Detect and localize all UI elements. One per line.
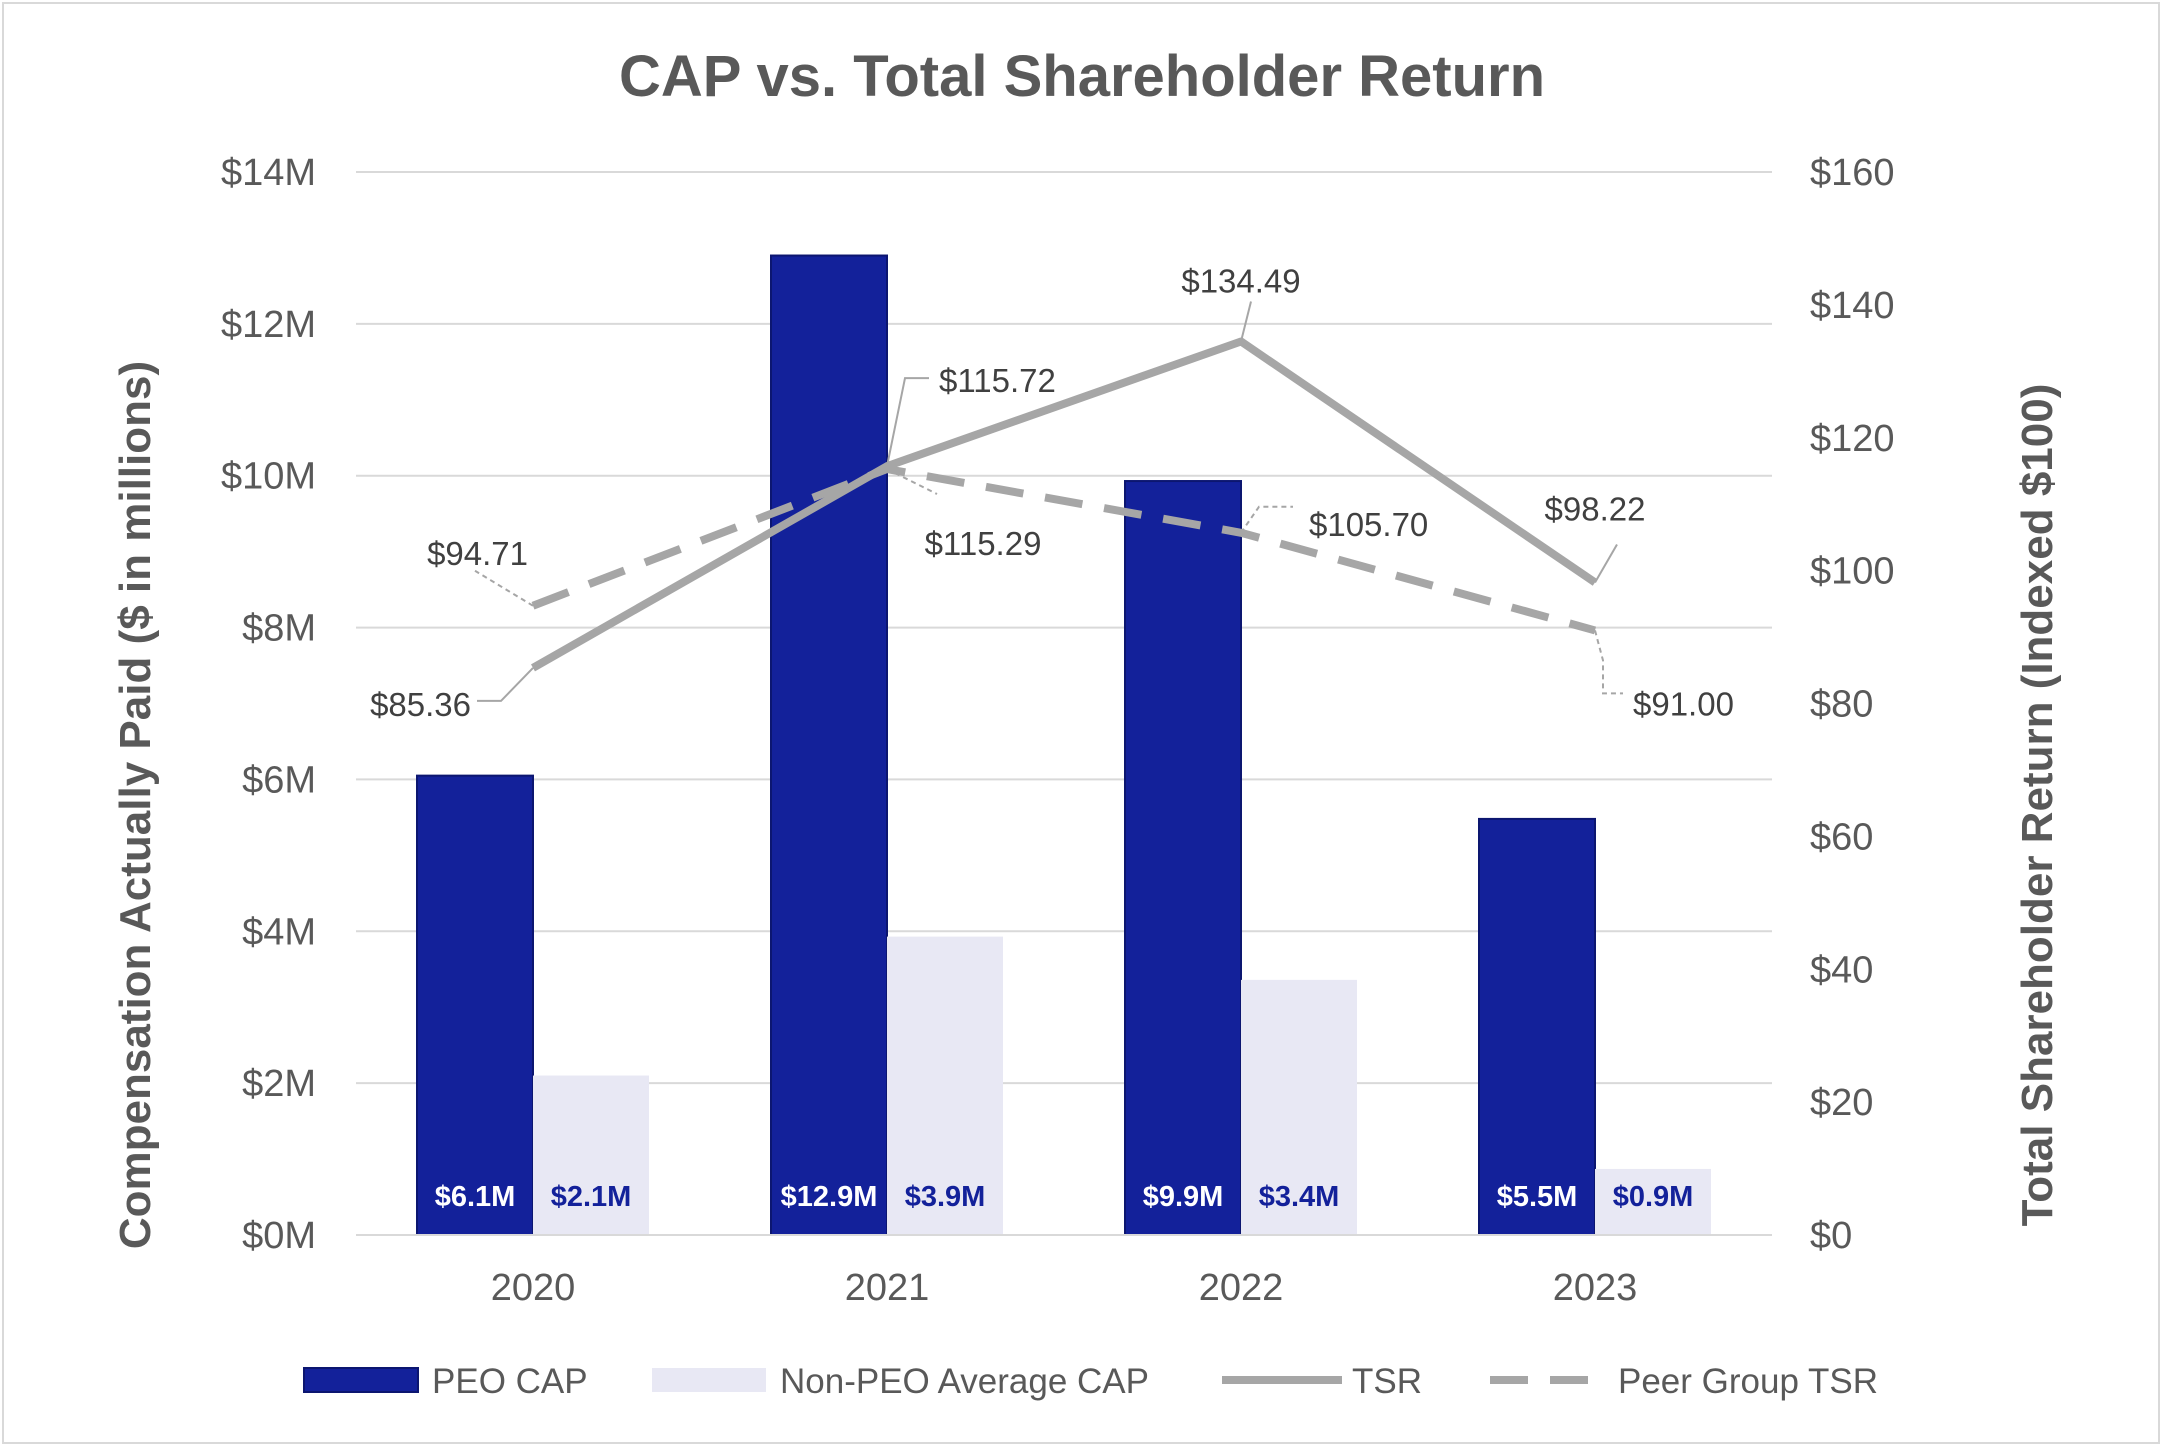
y-tick-label: $14M xyxy=(221,152,316,194)
leader-line xyxy=(474,569,534,607)
legend-label: TSR xyxy=(1352,1362,1422,1401)
peer-tsr-line xyxy=(531,465,1597,635)
y2-tick-label: $160 xyxy=(1810,152,1895,194)
bar-data-label: $12.9M xyxy=(781,1181,878,1213)
chart-title: CAP vs. Total Shareholder Return xyxy=(619,44,1545,109)
bar xyxy=(887,936,1003,1235)
line-data-label: $115.72 xyxy=(939,362,1056,399)
leader-line xyxy=(886,377,929,467)
y2-tick-label: $60 xyxy=(1810,816,1873,858)
axes: $0M $2M $4M $6M $8M $10M $12M $14M $0 $20 $40 $60 $8… xyxy=(221,152,1895,1309)
line-data-label: $98.22 xyxy=(1545,490,1646,527)
bar-data-label: $9.9M xyxy=(1143,1181,1224,1213)
legend-swatch xyxy=(303,1367,419,1393)
y-tick-label: $6M xyxy=(242,759,316,801)
bar xyxy=(1595,1168,1711,1235)
line-data-label: $115.29 xyxy=(925,525,1042,562)
line-data-label: $91.00 xyxy=(1633,685,1734,722)
bar xyxy=(533,1075,649,1235)
bar xyxy=(1241,979,1357,1235)
line-data-label: $105.70 xyxy=(1309,506,1428,543)
line-data-label: $85.36 xyxy=(370,686,471,723)
bar-data-label: $5.5M xyxy=(1497,1181,1578,1213)
bar-data-label: $6.1M xyxy=(435,1181,516,1213)
bar-data-label: $3.4M xyxy=(1259,1181,1340,1213)
y-tick-label: $4M xyxy=(242,911,316,953)
leader-line xyxy=(1240,505,1293,534)
x-tick-label: 2020 xyxy=(491,1267,576,1309)
y-tick-label: $0M xyxy=(242,1215,316,1257)
legend-label: PEO CAP xyxy=(432,1362,588,1401)
y2-tick-label: $0 xyxy=(1810,1215,1852,1257)
y2-tick-label: $120 xyxy=(1810,418,1895,460)
bar-series: $6.1M $12.9M $9.9M $5.5M $2.1M $3.9M $3.4M $0.9… xyxy=(416,254,1711,1236)
y-tick-label: $2M xyxy=(242,1063,316,1105)
bar xyxy=(416,774,534,1236)
bar xyxy=(1478,817,1596,1236)
legend-label: Peer Group TSR xyxy=(1618,1362,1878,1401)
legend: PEO CAP Non-PEO Average CAP TSR Peer Group … xyxy=(303,1362,1878,1401)
y2-tick-label: $80 xyxy=(1810,684,1873,726)
x-tick-label: 2022 xyxy=(1199,1267,1284,1309)
line-data-label: $134.49 xyxy=(1181,262,1300,299)
leader-line xyxy=(886,468,938,495)
leader-line xyxy=(1240,301,1252,342)
legend-label: Non-PEO Average CAP xyxy=(780,1362,1149,1401)
leader-line xyxy=(1594,630,1623,695)
bar-data-label: $0.9M xyxy=(1613,1181,1694,1213)
y2-tick-label: $100 xyxy=(1810,551,1895,593)
y2-axis-title: Total Shareholder Return (Indexed $100) xyxy=(2013,384,2062,1227)
y2-tick-label: $40 xyxy=(1810,949,1873,991)
bar xyxy=(770,254,888,1236)
line-series: $85.36 $115.72 $134.49 $98.22 $94.71 $115.29 $… xyxy=(370,262,1734,722)
y-tick-label: $10M xyxy=(221,456,316,498)
y-tick-label: $12M xyxy=(221,304,316,346)
leader-line xyxy=(1594,543,1618,583)
line-data-label: $94.71 xyxy=(427,535,528,572)
bar-data-label: $3.9M xyxy=(905,1181,986,1213)
bar xyxy=(1124,480,1242,1236)
y-axis-title: Compensation Actually Paid ($ in million… xyxy=(111,361,160,1249)
bar-data-label: $2.1M xyxy=(551,1181,632,1213)
legend-swatch xyxy=(652,1368,766,1392)
x-tick-label: 2023 xyxy=(1553,1267,1638,1309)
y-tick-label: $8M xyxy=(242,608,316,650)
y2-tick-label: $140 xyxy=(1810,285,1895,327)
tsr-line xyxy=(531,337,1598,672)
x-tick-label: 2021 xyxy=(845,1267,930,1309)
leader-line xyxy=(477,667,534,702)
y2-tick-label: $20 xyxy=(1810,1082,1873,1124)
